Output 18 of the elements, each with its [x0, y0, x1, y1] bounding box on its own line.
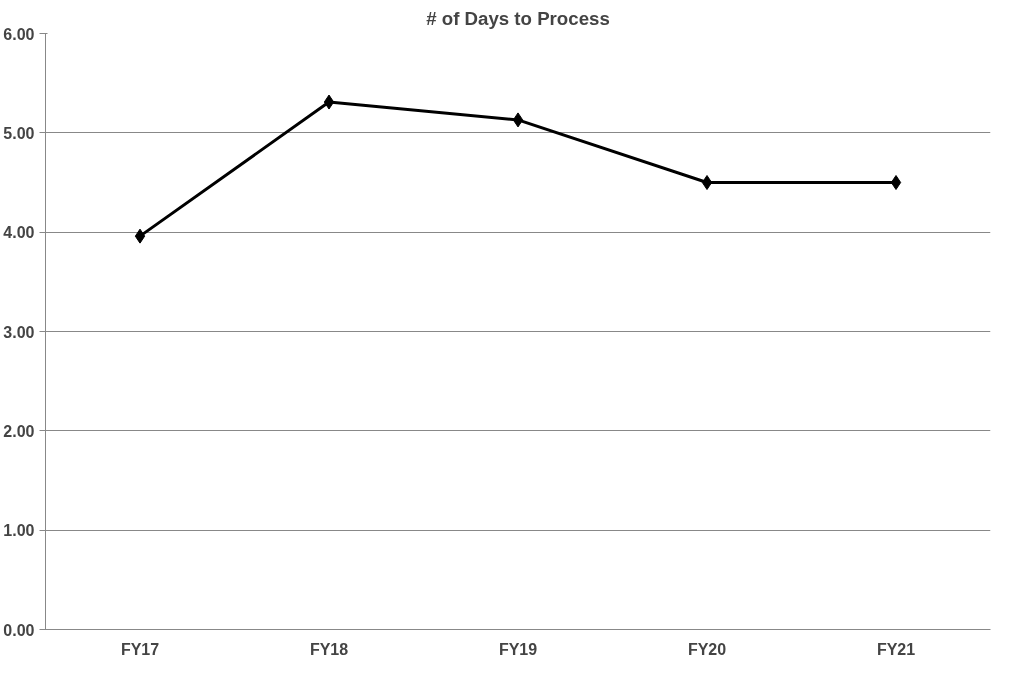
- x-tick-label: FY19: [498, 640, 538, 658]
- x-tick-label: FY17: [120, 640, 160, 658]
- y-tick-label: 4.00: [3, 224, 35, 242]
- y-tick-label: 2.00: [3, 422, 35, 440]
- point: [512, 112, 524, 128]
- point: [134, 228, 146, 244]
- x-tick-label: FY21: [876, 640, 916, 658]
- chart-title: # of Days to Process: [426, 7, 610, 29]
- x-tick-label: FY20: [687, 640, 727, 658]
- y-tick-label: 0.00: [3, 621, 35, 639]
- y-tick-label: 6.00: [3, 25, 35, 43]
- x-tick-label: FY18: [309, 640, 349, 658]
- y-tick-label: 3.00: [3, 323, 35, 341]
- y-tick-label: 1.00: [3, 522, 35, 540]
- point: [323, 94, 335, 110]
- point: [701, 175, 713, 190]
- y-tick-label: 5.00: [3, 124, 35, 142]
- point: [890, 175, 902, 190]
